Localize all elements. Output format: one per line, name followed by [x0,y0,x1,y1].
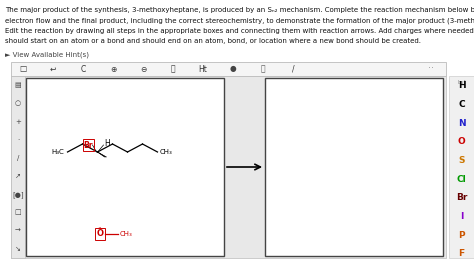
Text: +: + [15,118,21,124]
Text: ❓: ❓ [261,64,265,74]
Text: H₃C: H₃C [52,149,64,155]
Text: P: P [458,231,465,240]
Bar [26,78,224,256]
Text: ○: ○ [15,100,21,106]
Text: Ht: Ht [199,64,208,74]
Bar [11,76,25,258]
Text: ► View Available Hint(s): ► View Available Hint(s) [5,52,89,58]
Text: O: O [97,229,103,239]
Text: →: → [15,228,21,234]
Bar [11,62,446,76]
Text: C: C [81,64,86,74]
Text: The major product of the synthesis, 3-methoxyheptane, is produced by an Sₙ₂ mech: The major product of the synthesis, 3-me… [5,7,474,13]
Bar [265,78,443,256]
Text: /: / [292,64,294,74]
Text: ⌕: ⌕ [171,64,175,74]
Text: /: / [17,155,19,161]
Text: ⊖: ⊖ [140,64,146,74]
Text: [●]: [●] [12,191,24,198]
Text: ··: ·· [98,224,102,234]
Text: ··: ·· [428,63,434,73]
Text: ↩: ↩ [50,64,56,74]
Text: Br: Br [456,193,467,203]
Text: N: N [458,119,465,128]
Text: ·: · [17,137,19,143]
Text: CH₃: CH₃ [120,231,133,237]
Text: should start on an atom or a bond and should end on an atom, bond, or location w: should start on an atom or a bond and sh… [5,39,421,44]
Text: ↘: ↘ [15,246,21,252]
Text: C: C [458,100,465,109]
Bar [449,76,474,258]
Text: Edit the reaction by drawing all steps in the appropriate boxes and connecting t: Edit the reaction by drawing all steps i… [5,28,474,34]
Text: ↗: ↗ [15,173,21,179]
Text: F: F [458,250,465,258]
Text: O: O [457,138,465,146]
Text: I: I [460,212,463,221]
Text: CH₃: CH₃ [159,149,172,155]
Text: Cl: Cl [456,175,466,184]
Text: Br: Br [84,140,93,150]
Text: H: H [458,81,465,91]
Text: ●: ● [230,64,237,74]
Text: bsf: bsf [457,80,465,85]
Text: □: □ [15,210,21,216]
Text: ▤: ▤ [15,82,21,88]
Bar [11,76,446,258]
Text: S: S [458,156,465,165]
Text: ··: ·· [86,137,91,143]
Text: ⊕: ⊕ [110,64,116,74]
Text: □: □ [19,64,27,74]
Text: electron flow and the final product, including the correct stereochemistry, to d: electron flow and the final product, inc… [5,17,474,24]
Text: H: H [104,139,110,149]
